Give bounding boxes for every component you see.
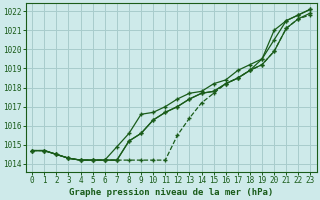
X-axis label: Graphe pression niveau de la mer (hPa): Graphe pression niveau de la mer (hPa): [69, 188, 274, 197]
